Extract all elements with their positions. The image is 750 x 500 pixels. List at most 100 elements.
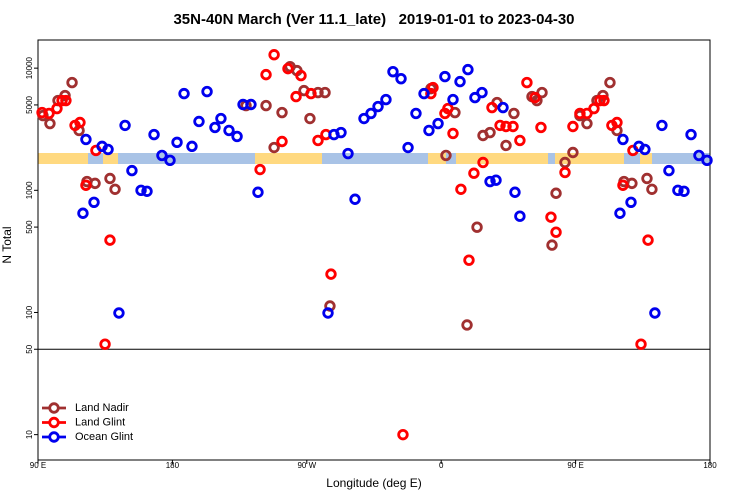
land-strip	[640, 153, 652, 164]
point	[567, 146, 579, 159]
point	[215, 112, 227, 125]
x-tick-label: 90 E	[30, 461, 46, 470]
legend-label: Land Glint	[75, 416, 125, 428]
point	[536, 86, 548, 99]
y-tick-label: 5000	[25, 95, 34, 113]
point	[469, 91, 481, 104]
point	[418, 87, 430, 100]
point	[395, 72, 407, 85]
point	[119, 119, 131, 132]
point	[102, 143, 114, 156]
land-strip	[255, 153, 322, 164]
point	[574, 107, 586, 120]
point	[559, 166, 571, 179]
point	[462, 63, 474, 76]
point	[260, 99, 272, 112]
legend-marker	[48, 402, 60, 414]
point	[380, 93, 392, 106]
point	[104, 172, 116, 185]
point	[335, 126, 347, 139]
point	[471, 221, 483, 233]
point	[80, 179, 92, 191]
point	[455, 183, 467, 195]
point	[109, 183, 121, 195]
point	[135, 184, 147, 197]
point	[701, 154, 713, 167]
chart-title: 35N-40N March (Ver 11.1_late) 2019-01-01…	[173, 11, 574, 28]
point	[468, 167, 480, 179]
point	[113, 307, 125, 319]
point	[141, 185, 153, 197]
point	[447, 93, 459, 106]
point	[231, 130, 243, 143]
point	[588, 102, 600, 115]
point	[611, 116, 623, 129]
point	[268, 49, 280, 61]
land-strip	[103, 153, 118, 164]
point	[349, 193, 361, 205]
point	[276, 135, 288, 148]
point	[521, 76, 533, 89]
point	[358, 112, 370, 125]
point	[74, 116, 86, 129]
legend-marker	[48, 431, 60, 443]
point	[304, 112, 316, 125]
point	[423, 124, 435, 137]
point	[546, 239, 558, 251]
y-tick-label: 100	[25, 305, 34, 319]
point	[425, 87, 437, 100]
point	[693, 149, 705, 162]
point	[387, 65, 399, 78]
point	[442, 102, 454, 115]
point	[484, 175, 496, 188]
point	[635, 338, 647, 350]
x-tick-label: 180	[166, 461, 180, 470]
point	[201, 85, 213, 98]
point	[254, 163, 266, 176]
point	[639, 143, 651, 156]
point	[507, 120, 519, 133]
point	[51, 102, 63, 115]
point	[372, 100, 384, 113]
point	[685, 128, 697, 141]
y-tick-label: 10000	[25, 56, 34, 79]
point	[156, 149, 168, 162]
point	[43, 107, 55, 120]
point	[545, 211, 557, 223]
point	[614, 207, 626, 219]
point	[439, 70, 451, 83]
point	[490, 174, 502, 186]
legend-label: Land Nadir	[75, 402, 129, 414]
point	[447, 127, 459, 140]
point	[171, 136, 183, 149]
point	[290, 90, 302, 103]
point	[312, 134, 324, 147]
point	[44, 117, 56, 130]
point	[186, 140, 198, 153]
point	[410, 107, 422, 120]
point	[427, 81, 439, 94]
x-axis-label: Longitude (deg E)	[326, 476, 421, 490]
point	[60, 94, 72, 107]
y-tick-label: 50	[25, 344, 34, 353]
point	[342, 147, 354, 160]
point	[365, 107, 377, 120]
point	[164, 154, 176, 167]
point	[646, 183, 658, 195]
surface-band	[38, 153, 710, 164]
point	[260, 68, 272, 81]
point	[402, 141, 414, 154]
point	[594, 94, 606, 107]
point	[642, 234, 654, 246]
point	[223, 124, 235, 137]
point	[77, 207, 89, 219]
point	[535, 121, 547, 134]
point	[252, 186, 264, 198]
point	[663, 164, 675, 177]
land-strip	[555, 153, 624, 164]
point	[126, 164, 138, 177]
point	[325, 268, 337, 280]
point	[486, 101, 498, 114]
point	[282, 62, 294, 75]
